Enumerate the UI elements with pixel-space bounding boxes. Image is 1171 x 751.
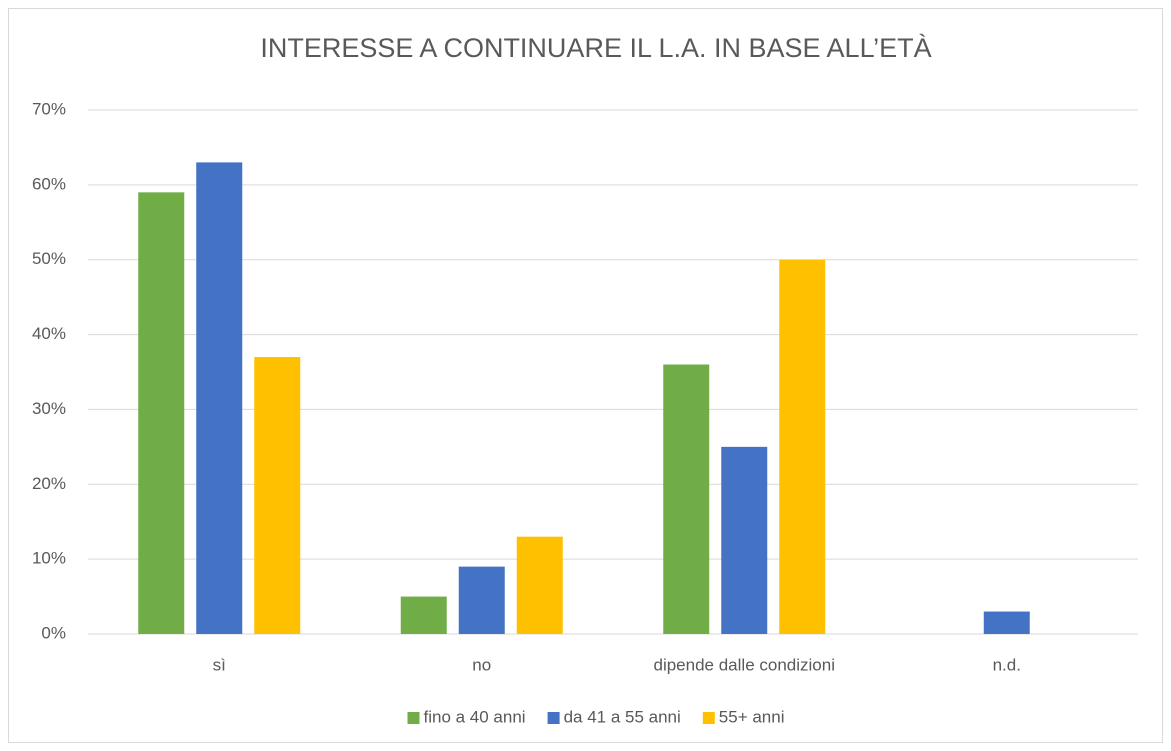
y-tick-label: 20% [32,474,66,493]
y-tick-label: 50% [32,249,66,268]
y-tick-label: 70% [32,99,66,118]
legend-swatch [702,712,715,724]
x-tick-label: n.d. [993,655,1021,674]
y-tick-label: 10% [32,549,66,568]
bar [400,596,447,634]
y-tick-label: 40% [32,324,66,343]
bar [196,162,243,634]
bar [779,259,826,634]
bar [138,192,185,635]
legend-swatch [407,712,420,724]
y-tick-label: 60% [32,174,66,193]
bar [458,566,505,634]
legend-label: da 41 a 55 anni [564,707,681,726]
bar [983,611,1030,634]
legend-swatch [547,712,560,724]
legend-label: 55+ anni [719,707,785,726]
bar [721,446,768,634]
bar [516,536,563,634]
x-tick-label: no [472,655,491,674]
y-tick-label: 0% [41,623,66,642]
legend-label: fino a 40 anni [423,707,525,726]
y-tick-label: 30% [32,399,66,418]
chart-title: INTERESSE A CONTINUARE IL L.A. IN BASE A… [260,33,931,63]
x-tick-label: dipende dalle condizioni [654,655,835,674]
bar [663,364,710,634]
bar [254,357,301,634]
x-tick-label: sì [213,655,226,674]
